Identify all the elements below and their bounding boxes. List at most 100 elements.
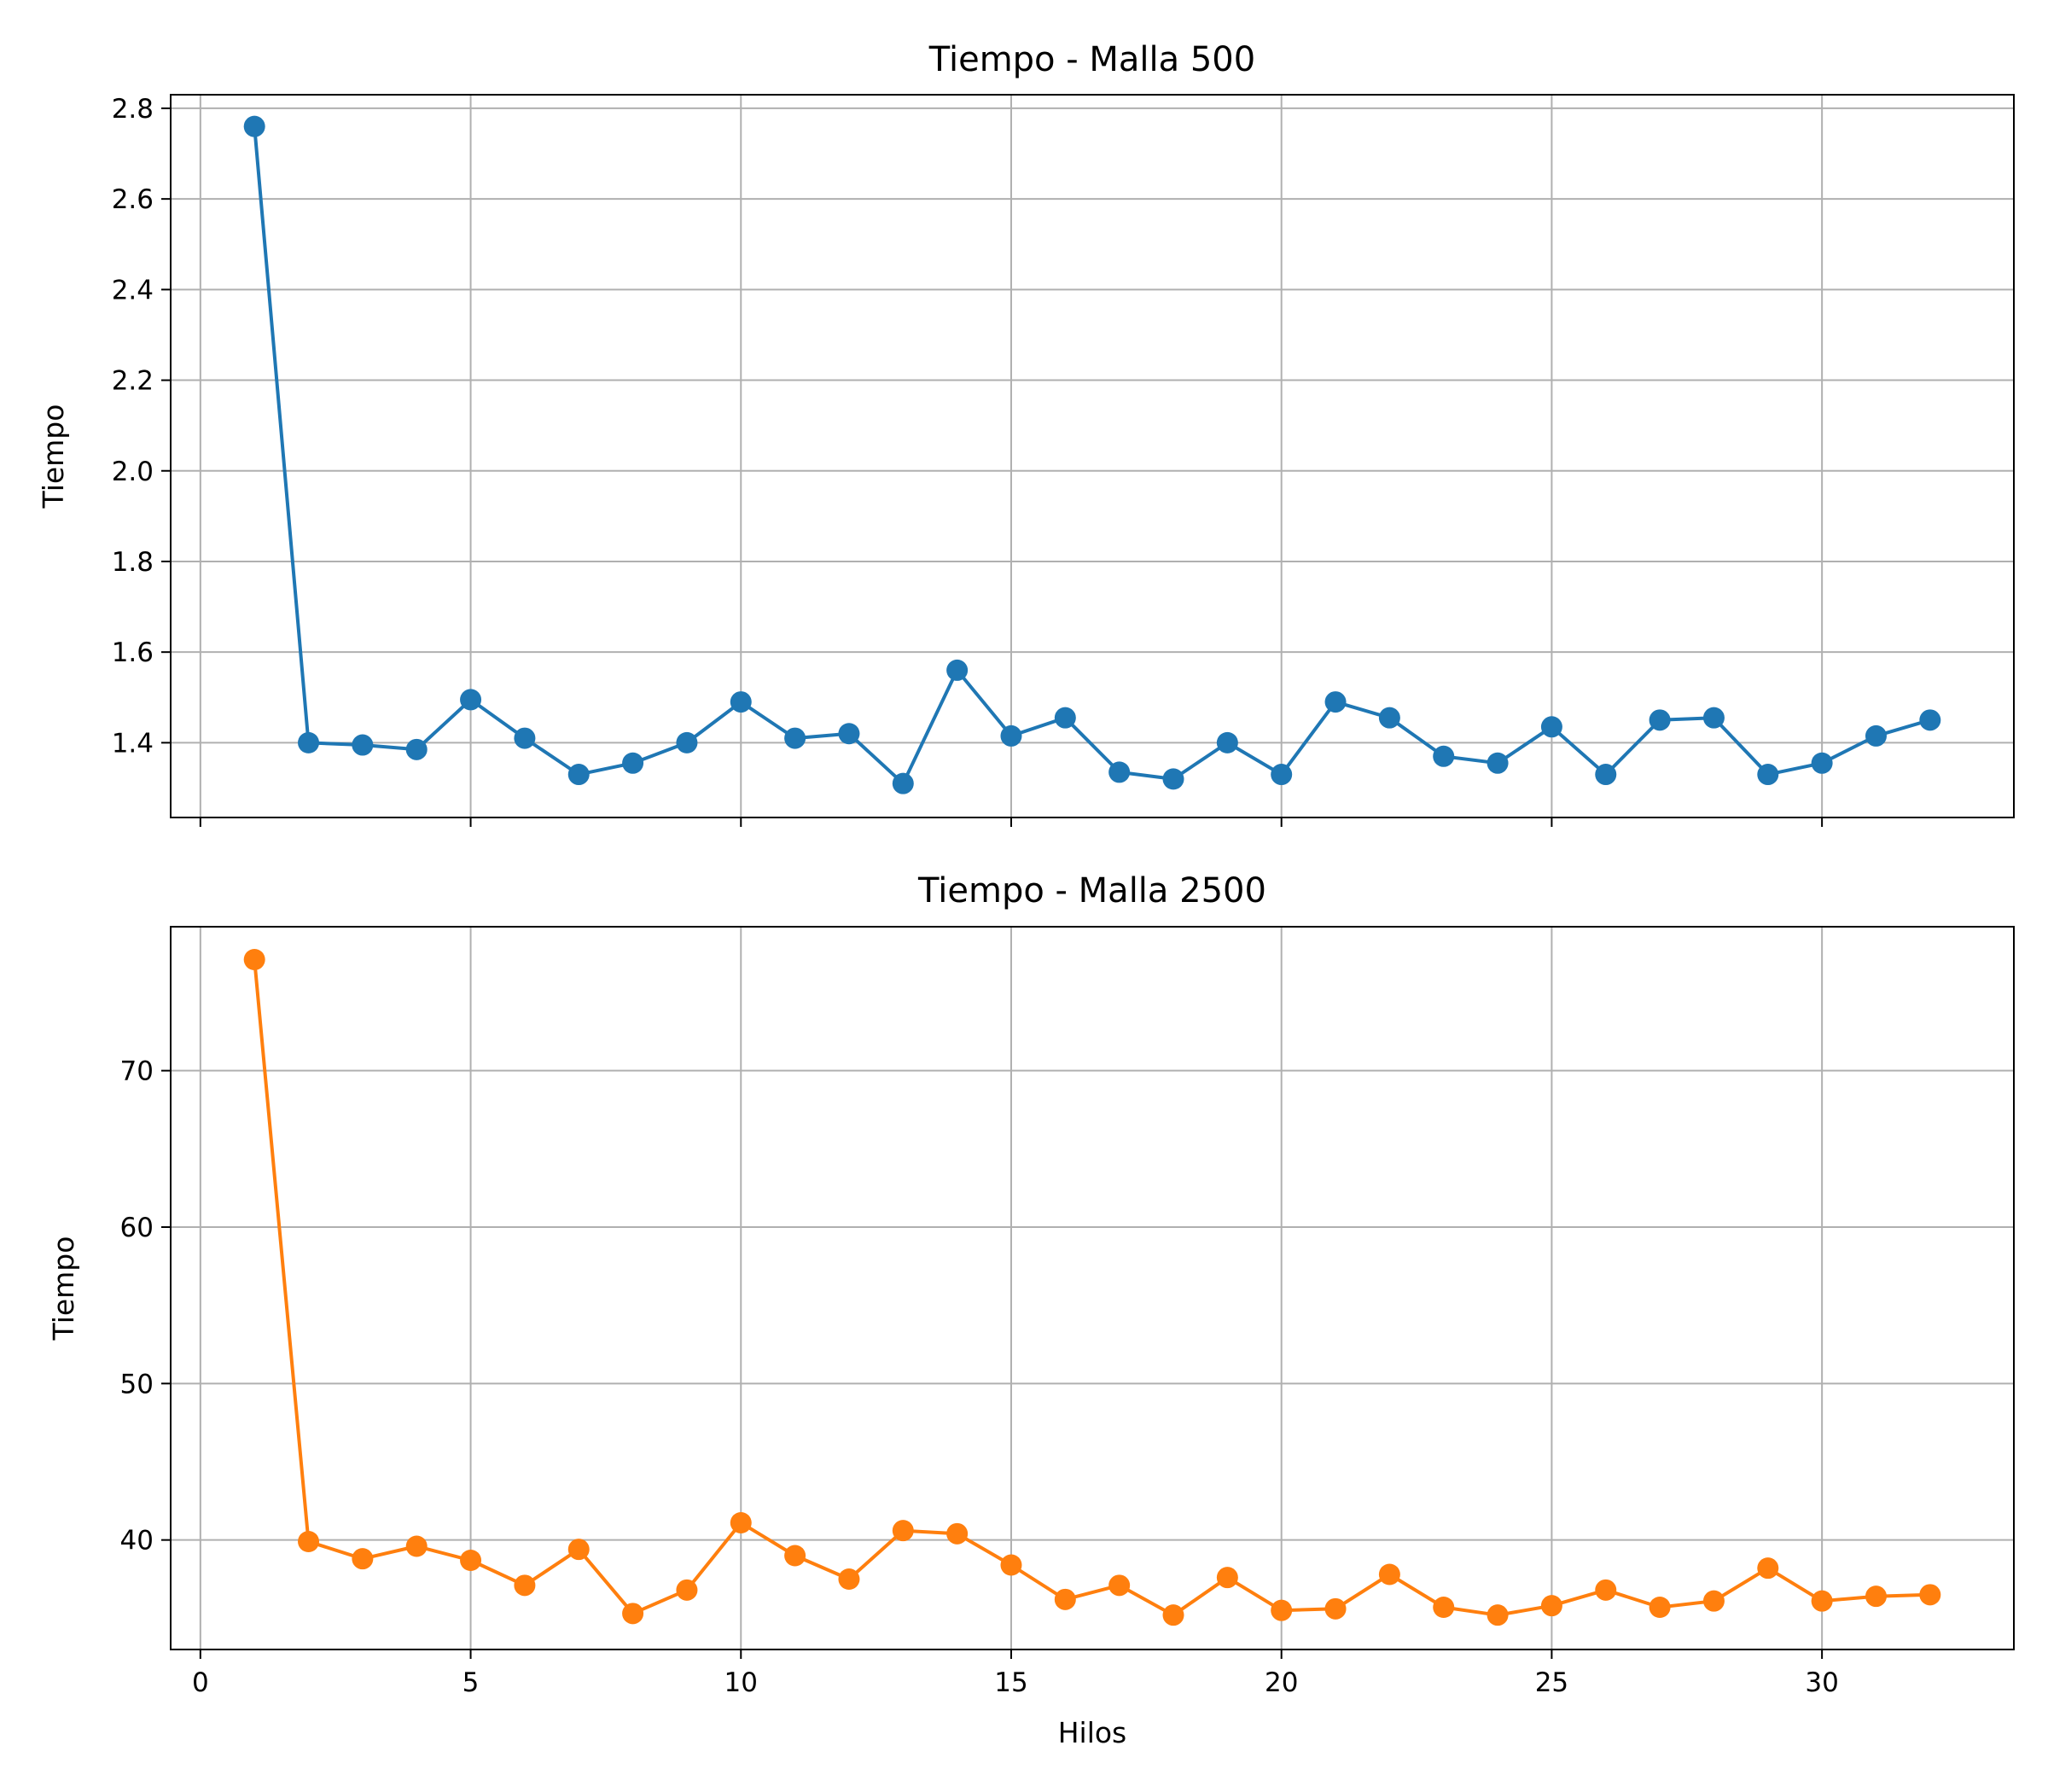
series-layer [243, 949, 1941, 1626]
data-point [730, 691, 752, 713]
data-point [567, 1539, 590, 1561]
data-point [405, 1535, 428, 1557]
data-point [1108, 761, 1131, 783]
grid-lines [171, 95, 2014, 817]
data-point [1757, 764, 1779, 786]
data-point [298, 731, 320, 753]
chart-background [171, 927, 2014, 1649]
y-tick-label: 2.2 [112, 366, 154, 397]
series-line [253, 126, 1931, 786]
data-point [1757, 1557, 1779, 1580]
chart-title: Tiempo - Malla 500 [928, 40, 1255, 79]
data-point [622, 1603, 644, 1625]
data-point [1595, 1579, 1617, 1601]
data-point [460, 1550, 482, 1571]
chart-malla-500: 1.4 1.6 1.8 2.0 2.2 2.4 2.6 2.8 Tiempo - Malla … [37, 40, 2015, 827]
data-point [1649, 709, 1671, 731]
y-axis-label: Tiempo [37, 404, 70, 509]
y-axis-label: Tiempo [47, 1236, 80, 1341]
data-point [1540, 716, 1562, 738]
data-point [1811, 752, 1833, 774]
x-tick-label: 15 [994, 1667, 1027, 1698]
y-tick-label: 1.4 [112, 728, 154, 759]
data-point [676, 731, 698, 753]
data-point [1487, 1604, 1509, 1626]
data-point [1054, 707, 1076, 729]
data-point [946, 1522, 969, 1545]
y-tick-label: 50 [120, 1369, 154, 1399]
data-point [946, 659, 969, 681]
y-tick-label: 1.8 [112, 547, 154, 578]
data-point [1811, 1590, 1833, 1612]
data-point [1108, 1574, 1131, 1597]
data-point [1271, 1599, 1293, 1621]
x-tick-label: 30 [1805, 1667, 1838, 1698]
data-point [1487, 752, 1509, 774]
data-point [1000, 1554, 1022, 1576]
data-point [1919, 709, 1941, 731]
data-point [1919, 1584, 1941, 1606]
chart-background [171, 95, 2014, 817]
tick-layer: 1.4 1.6 1.8 2.0 2.2 2.4 2.6 2.8 [112, 94, 1824, 827]
data-point [567, 764, 590, 786]
data-point [1324, 691, 1347, 713]
data-point [1540, 1595, 1562, 1617]
data-point [622, 752, 644, 774]
data-point [1216, 731, 1238, 753]
data-point [352, 1548, 374, 1570]
data-point [1702, 1590, 1725, 1612]
data-point [1433, 745, 1455, 767]
x-axis-label: Hilos [1058, 1716, 1127, 1749]
data-point [784, 727, 806, 749]
series-layer [243, 115, 1941, 794]
data-point [1378, 707, 1400, 729]
data-point [676, 1579, 698, 1601]
data-point [730, 1512, 752, 1533]
y-tick-label: 1.6 [112, 637, 154, 668]
data-point [514, 1574, 536, 1597]
data-point [892, 772, 914, 794]
grid-lines [171, 927, 2014, 1649]
x-tick-label: 5 [463, 1667, 480, 1698]
data-point [892, 1520, 914, 1542]
data-point [460, 689, 482, 711]
data-point [1378, 1563, 1400, 1585]
data-point [784, 1545, 806, 1567]
data-point [1433, 1597, 1455, 1618]
chart-malla-2500: 0 5 10 15 20 25 30 40 50 60 70 Tiempo - Malla 2500… [47, 871, 2015, 1749]
data-point [405, 738, 428, 760]
x-tick-label: 25 [1535, 1667, 1568, 1698]
y-tick-label: 2.4 [112, 275, 154, 305]
data-point [838, 723, 860, 745]
data-point [1324, 1597, 1347, 1620]
y-tick-label: 2.6 [112, 184, 154, 215]
data-point [1702, 707, 1725, 729]
data-point [1865, 1585, 1887, 1608]
data-point [1054, 1588, 1076, 1610]
axes-frame [170, 926, 2015, 1650]
data-point [1162, 768, 1184, 790]
x-tick-label: 20 [1265, 1667, 1298, 1698]
y-tick-label: 60 [120, 1213, 154, 1243]
data-point [298, 1531, 320, 1552]
data-point [243, 115, 265, 137]
data-point [1865, 724, 1887, 747]
y-tick-label: 40 [120, 1526, 154, 1556]
data-point [1271, 764, 1293, 786]
data-point [838, 1568, 860, 1590]
data-point [1162, 1604, 1184, 1626]
data-point [1216, 1567, 1238, 1589]
chart-title: Tiempo - Malla 2500 [917, 871, 1266, 911]
x-tick-label: 10 [724, 1667, 758, 1698]
data-point [1000, 724, 1022, 747]
data-point [1649, 1597, 1671, 1618]
y-tick-label: 2.0 [112, 457, 154, 487]
y-tick-label: 70 [120, 1056, 154, 1087]
data-point [352, 734, 374, 756]
data-point [243, 949, 265, 970]
data-point [514, 727, 536, 749]
axes-frame [170, 94, 2015, 818]
data-point [1595, 764, 1617, 786]
x-tick-label: 0 [192, 1667, 209, 1698]
